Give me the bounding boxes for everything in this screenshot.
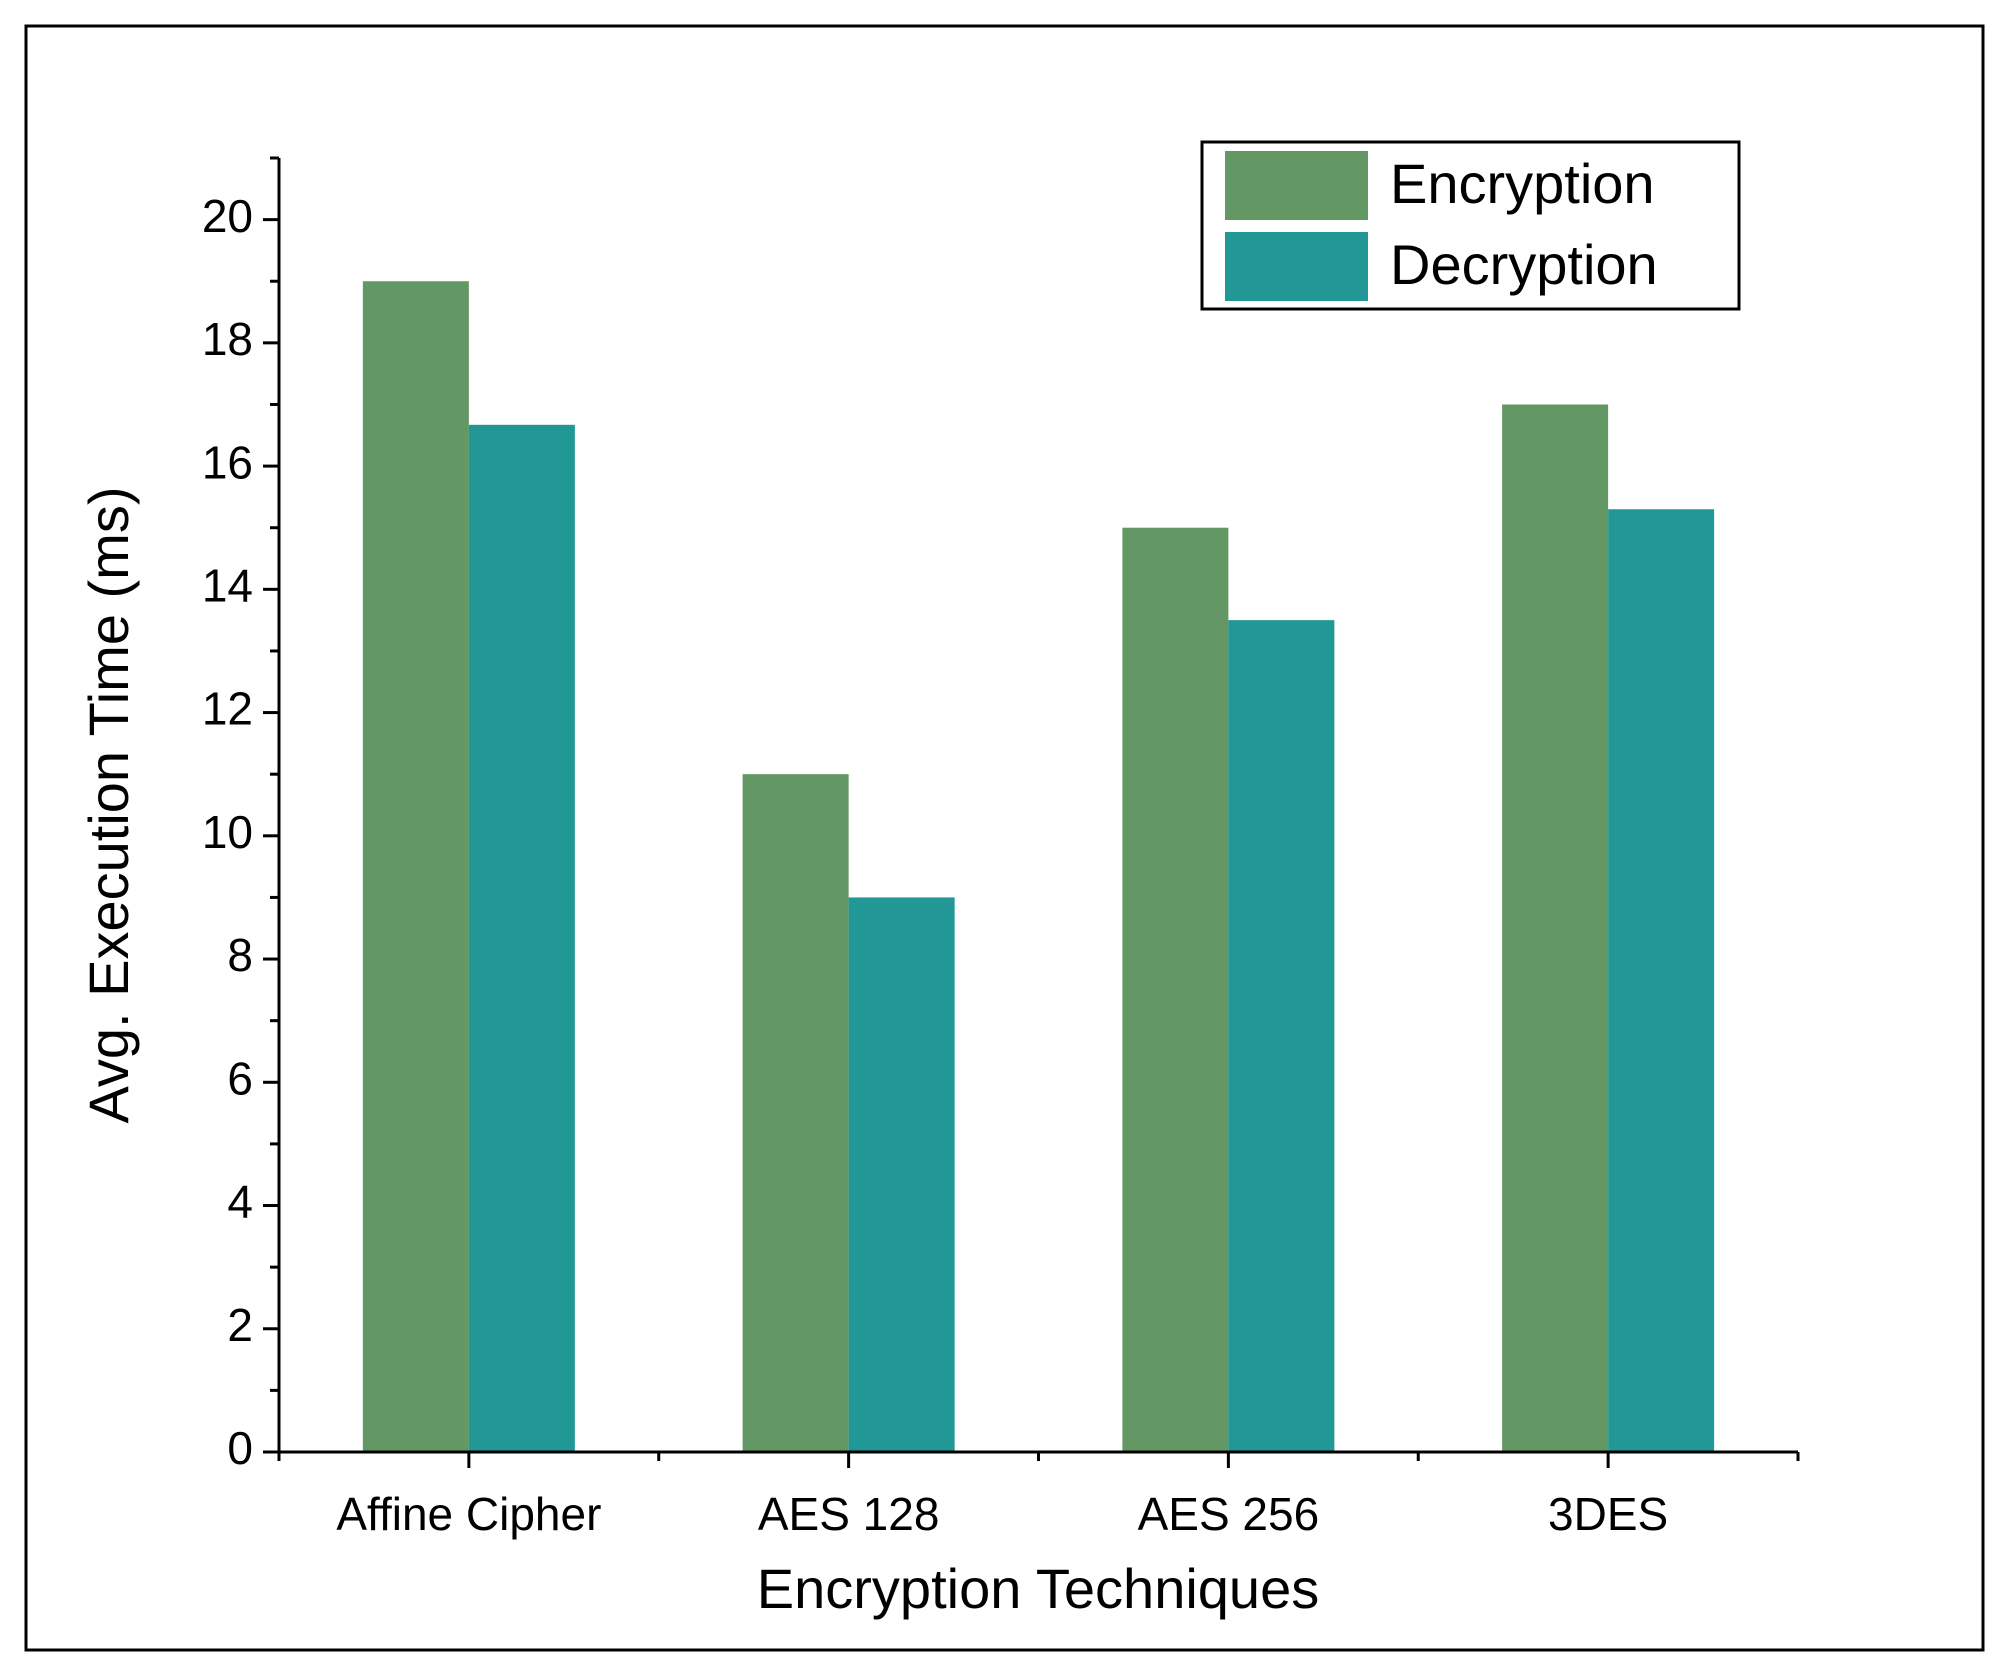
bar (362, 281, 469, 1453)
x-tick-label: AES 128 (758, 1488, 940, 1540)
legend-label: Encryption (1390, 152, 1655, 215)
bar (742, 774, 849, 1452)
y-axis-title: Avg. Execution Time (ms) (77, 487, 140, 1124)
bar (848, 897, 955, 1452)
bar (1502, 404, 1609, 1452)
y-tick-label: 0 (227, 1422, 253, 1474)
bar (1122, 527, 1229, 1452)
legend-swatch (1225, 232, 1368, 301)
bar (468, 424, 575, 1452)
y-tick-label: 8 (227, 929, 253, 981)
y-tick-label: 12 (202, 683, 253, 735)
y-tick-label: 10 (202, 806, 253, 858)
y-tick-label: 2 (227, 1299, 253, 1351)
legend-label: Decryption (1390, 233, 1658, 296)
y-tick-label: 4 (227, 1176, 253, 1228)
y-tick-label: 18 (202, 313, 253, 365)
x-tick-label: 3DES (1548, 1488, 1668, 1540)
y-tick-label: 14 (202, 559, 253, 611)
y-tick-label: 20 (202, 190, 253, 242)
y-tick-label: 6 (227, 1052, 253, 1104)
y-tick-label: 16 (202, 436, 253, 488)
x-tick-label: AES 256 (1138, 1488, 1320, 1540)
legend-swatch (1225, 151, 1368, 220)
bar (1608, 509, 1715, 1452)
x-tick-label: Affine Cipher (336, 1488, 601, 1540)
x-axis-title: Encryption Techniques (757, 1557, 1319, 1620)
bar (1228, 620, 1335, 1452)
